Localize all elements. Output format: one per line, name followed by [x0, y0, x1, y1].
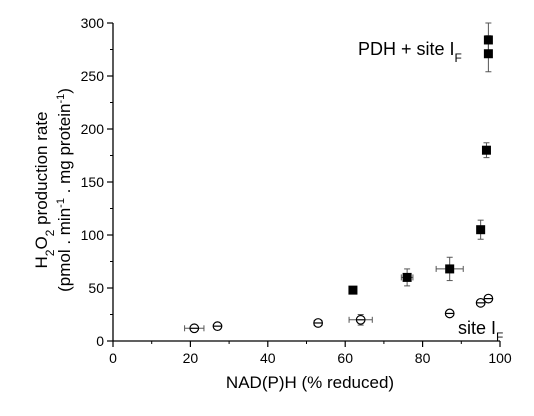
y-axis-title-line2: (pmol . min-1 . mg protein-1): [55, 88, 74, 292]
x-tick-label: 0: [109, 350, 117, 366]
circle-point: [444, 308, 455, 319]
y-tick-label: 50: [88, 280, 104, 296]
y-axis-title-text: production rate: [32, 111, 51, 224]
square-point: [348, 285, 358, 295]
data-points: [189, 35, 494, 334]
square-point: [402, 272, 412, 282]
y-axis-title-line1: H2O2 production rate: [32, 111, 57, 268]
y-tick-label: 250: [81, 68, 105, 84]
annotation-site: site IF: [458, 318, 503, 344]
circle-point: [313, 318, 324, 328]
tick-labels: 0 20 40 60 80 100 0 50 100 150 200 250 300: [81, 15, 512, 366]
x-tick-label: 60: [337, 350, 353, 366]
circle-point: [212, 321, 223, 332]
tick-marks: [107, 22, 501, 347]
x-axis-title: NAD(P)H (% reduced): [226, 373, 394, 392]
y-tick-label: 200: [81, 121, 105, 137]
circle-point: [483, 293, 494, 304]
square-point: [476, 225, 486, 235]
square-point: [445, 264, 455, 274]
x-tick-label: 80: [415, 350, 431, 366]
y-tick-label: 0: [96, 333, 104, 349]
x-tick-label: 20: [183, 350, 199, 366]
y-tick-label: 100: [81, 227, 105, 243]
circle-point: [355, 314, 366, 325]
y-tick-label: 300: [81, 15, 105, 31]
square-point: [483, 35, 493, 45]
square-point: [481, 145, 491, 155]
x-tick-label: 40: [260, 350, 276, 366]
y-tick-label: 150: [81, 174, 105, 190]
circle-point: [189, 323, 200, 334]
square-point: [483, 49, 493, 59]
annotation-pdh-site: PDH + site IF: [358, 39, 462, 65]
x-tick-label: 100: [488, 350, 512, 366]
circle-point: [475, 297, 486, 308]
